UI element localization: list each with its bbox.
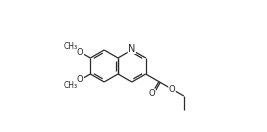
- Text: O: O: [169, 85, 175, 94]
- Text: O: O: [77, 75, 84, 84]
- Text: CH₃: CH₃: [64, 42, 78, 51]
- Text: O: O: [149, 89, 155, 98]
- Text: CH₃: CH₃: [64, 81, 78, 90]
- Text: CH₃: CH₃: [64, 42, 78, 51]
- Text: CH₃: CH₃: [64, 81, 78, 90]
- Text: O: O: [77, 48, 84, 57]
- Text: N: N: [128, 44, 136, 53]
- Text: O: O: [149, 89, 155, 98]
- Text: O: O: [77, 75, 84, 84]
- Text: O: O: [77, 48, 84, 57]
- Text: N: N: [128, 44, 136, 53]
- Text: O: O: [169, 85, 175, 94]
